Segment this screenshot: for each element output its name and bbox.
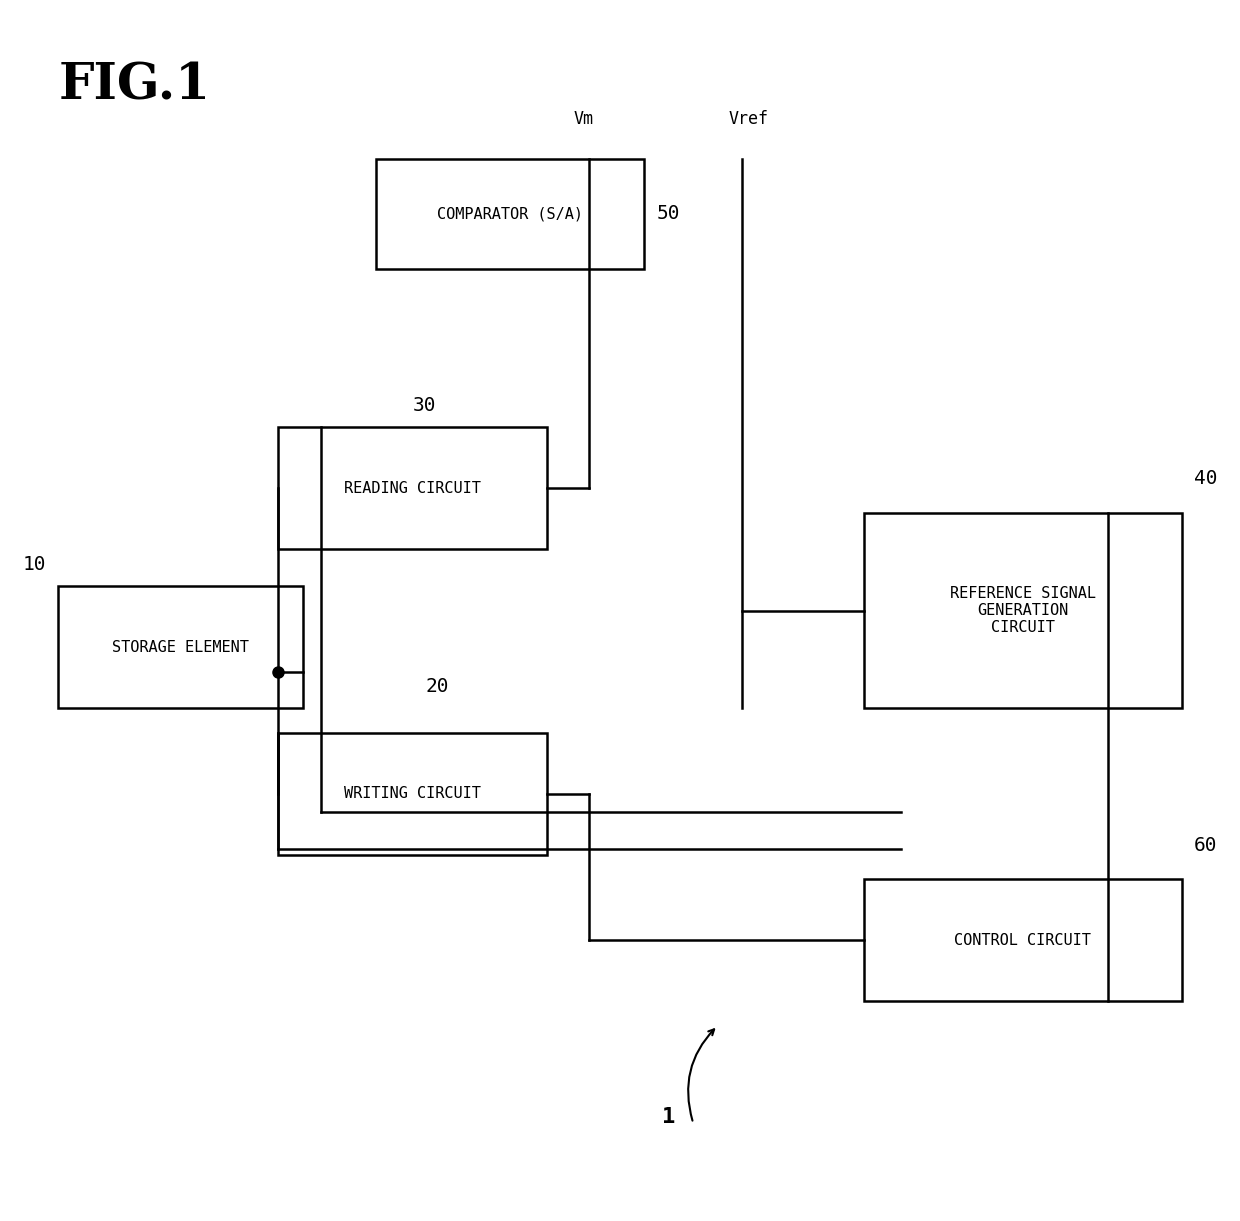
Text: REFERENCE SIGNAL
GENERATION
CIRCUIT: REFERENCE SIGNAL GENERATION CIRCUIT <box>950 586 1096 635</box>
Text: FIG.1: FIG.1 <box>58 61 211 110</box>
FancyBboxPatch shape <box>376 159 645 269</box>
Text: 40: 40 <box>1194 469 1218 488</box>
Text: 60: 60 <box>1194 835 1218 855</box>
FancyBboxPatch shape <box>278 427 547 549</box>
FancyBboxPatch shape <box>58 586 303 708</box>
FancyBboxPatch shape <box>864 513 1182 708</box>
Text: WRITING CIRCUIT: WRITING CIRCUIT <box>343 786 481 801</box>
Text: 20: 20 <box>425 676 449 696</box>
Text: 10: 10 <box>22 554 46 574</box>
Text: CONTROL CIRCUIT: CONTROL CIRCUIT <box>955 933 1091 947</box>
Text: Vref: Vref <box>728 110 769 128</box>
Text: 1: 1 <box>662 1107 675 1127</box>
Text: READING CIRCUIT: READING CIRCUIT <box>343 481 481 496</box>
Text: Vm: Vm <box>573 110 594 128</box>
FancyBboxPatch shape <box>278 733 547 855</box>
Text: COMPARATOR (S/A): COMPARATOR (S/A) <box>438 206 583 221</box>
Text: 50: 50 <box>657 204 680 223</box>
FancyBboxPatch shape <box>864 879 1182 1001</box>
Text: 30: 30 <box>413 396 436 415</box>
Text: STORAGE ELEMENT: STORAGE ELEMENT <box>112 640 249 654</box>
